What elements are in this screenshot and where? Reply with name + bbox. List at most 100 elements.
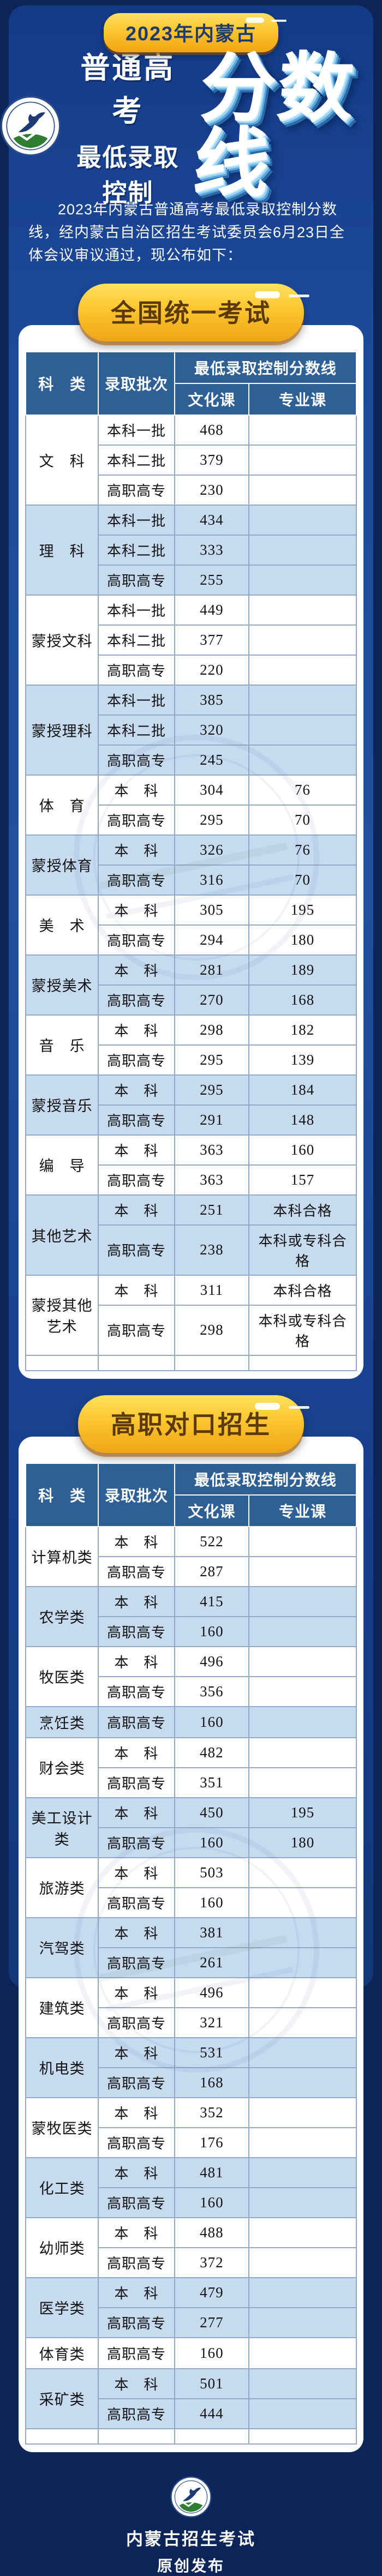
score-table-panel: 科 类录取批次 最低录取控制分数线 文化课 专业课文 科本科一批 468 本科二批 379 高… bbox=[19, 325, 363, 1379]
major-score-cell: 本科合格 bbox=[248, 1274, 357, 1306]
title-block: 普通高考 最低录取控制 分数线 bbox=[0, 46, 382, 207]
table-row: 编 导本 科 363 160 bbox=[25, 1134, 357, 1196]
culture-score-cell: 287 bbox=[174, 1556, 250, 1587]
major-score-cell bbox=[248, 1706, 357, 1738]
category-cell: 其他艺术 bbox=[25, 1194, 99, 1276]
badge-gloss-highlight bbox=[246, 17, 265, 23]
culture-score-cell: 496 bbox=[174, 1646, 250, 1677]
culture-score-cell: 363 bbox=[174, 1164, 250, 1196]
score-table: 科 类录取批次 最低录取控制分数线 文化课 专业课文 科本科一批 468 本科二批 379 高… bbox=[25, 351, 357, 1371]
batch-cell: 本 科 bbox=[98, 1857, 175, 1888]
major-score-cell bbox=[248, 1616, 357, 1647]
major-score-cell bbox=[248, 2007, 357, 2038]
batch-cell: 本 科 bbox=[98, 1014, 175, 1046]
table-row: 计算机类本 科 522 bbox=[25, 1526, 357, 1587]
empty-cell bbox=[174, 2428, 250, 2445]
category-cell: 音 乐 bbox=[25, 1014, 99, 1076]
batch-cell: 高职高专 bbox=[98, 474, 175, 506]
major-score-cell: 180 bbox=[248, 924, 357, 956]
batch-cell: 本科一批 bbox=[98, 504, 175, 536]
batch-cell: 高职高专 bbox=[98, 654, 175, 686]
major-score-cell bbox=[248, 2187, 357, 2218]
culture-score-cell: 481 bbox=[174, 2157, 250, 2188]
batch-cell: 本 科 bbox=[98, 2368, 175, 2399]
major-score-cell bbox=[248, 654, 357, 686]
major-score-cell: 76 bbox=[248, 774, 357, 806]
exam-authority-logo-icon bbox=[0, 95, 61, 157]
table-row: 理 科本科一批 434 bbox=[25, 504, 357, 596]
batch-cell: 高职高专 bbox=[98, 1706, 175, 1738]
culture-score-cell: 281 bbox=[174, 954, 250, 986]
year-region-badge: 2023年内蒙古 bbox=[103, 13, 279, 52]
score-table: 科 类录取批次 最低录取控制分数线 文化课 专业课 计算机类本 科 522 高职高专 287 农… bbox=[25, 1462, 357, 2445]
footer-original-release: 原创发布 bbox=[157, 2557, 225, 2574]
category-cell: 蒙牧医类 bbox=[25, 2097, 99, 2158]
header-batch: 录取批次 bbox=[98, 351, 175, 416]
culture-score-cell: 379 bbox=[174, 444, 250, 476]
major-score-cell bbox=[248, 684, 357, 716]
header-category: 科 类 bbox=[25, 1462, 99, 1527]
major-score-cell bbox=[248, 2398, 357, 2429]
table-row: 机电类本 科 531 bbox=[25, 2037, 357, 2098]
batch-cell: 高职高专 bbox=[98, 984, 175, 1016]
culture-score-cell: 522 bbox=[174, 1526, 250, 1557]
category-cell: 汽驾类 bbox=[25, 1917, 99, 1978]
table-row: 高职高专 295 70 bbox=[26, 804, 357, 836]
batch-cell: 高职高专 bbox=[98, 2398, 175, 2429]
table-row: 高职高专 261 bbox=[26, 1947, 357, 1978]
category-cell: 医学类 bbox=[25, 2277, 99, 2338]
header-major-course: 专业课 bbox=[248, 382, 357, 416]
batch-cell: 本 科 bbox=[98, 954, 175, 986]
batch-cell: 本 科 bbox=[98, 2157, 175, 2188]
batch-cell: 高职高专 bbox=[98, 744, 175, 776]
table-row: 高职高专 220 bbox=[26, 654, 357, 686]
culture-score-cell: 295 bbox=[174, 1044, 250, 1076]
table-row: 高职高专 245 bbox=[26, 744, 357, 776]
table-row: 蒙牧医类本 科 352 bbox=[25, 2097, 357, 2158]
culture-score-cell: 160 bbox=[174, 2337, 250, 2369]
major-score-cell: 180 bbox=[248, 1827, 357, 1858]
empty-tail-row bbox=[25, 2428, 357, 2445]
category-cell: 幼师类 bbox=[25, 2217, 99, 2278]
culture-score-cell: 220 bbox=[174, 654, 250, 686]
major-score-cell: 本科或专科合格 bbox=[248, 1224, 357, 1276]
table-row: 蒙授文科 本科一批 449 bbox=[25, 594, 357, 686]
category-cell: 采矿类 bbox=[25, 2368, 99, 2429]
category-cell: 蒙授文科 bbox=[25, 594, 99, 686]
batch-cell: 高职高专 bbox=[98, 1164, 175, 1196]
culture-score-cell: 295 bbox=[174, 804, 250, 836]
score-table-panel: 科 类录取批次 最低录取控制分数线 文化课 专业课 计算机类本 科 522 高职高专 287 农… bbox=[19, 1436, 363, 2452]
major-score-cell: 本科或专科合格 bbox=[248, 1304, 357, 1356]
culture-score-cell: 168 bbox=[174, 2067, 250, 2098]
culture-score-cell: 501 bbox=[174, 2368, 250, 2399]
major-score-cell bbox=[248, 1586, 357, 1617]
sections-container: 全国统一考试科 类录取批次 最低录取控制分数线 文化课 专业课文 科本科一批 468 本科… bbox=[0, 283, 382, 2452]
batch-cell: 本 科 bbox=[98, 1797, 175, 1828]
culture-score-cell: 496 bbox=[174, 1977, 250, 2008]
culture-score-cell: 294 bbox=[174, 924, 250, 956]
culture-score-cell: 434 bbox=[174, 504, 250, 536]
batch-cell: 本 科 bbox=[98, 2277, 175, 2308]
title-lines: 普通高考 最低录取控制 bbox=[67, 44, 189, 208]
header-batch: 录取批次 bbox=[98, 1462, 175, 1527]
major-score-cell bbox=[248, 1676, 357, 1707]
batch-cell: 本 科 bbox=[98, 2037, 175, 2068]
major-score-cell bbox=[248, 2157, 357, 2188]
header-major-course: 专业课 bbox=[248, 1494, 357, 1527]
culture-score-cell: 277 bbox=[174, 2307, 250, 2338]
batch-cell: 高职高专 bbox=[98, 2187, 175, 2218]
banner-gloss-highlight bbox=[255, 291, 280, 298]
major-score-cell bbox=[248, 534, 357, 566]
major-score-cell bbox=[248, 2337, 357, 2369]
batch-cell: 本 科 bbox=[98, 1646, 175, 1677]
category-cell: 农学类 bbox=[25, 1586, 99, 1647]
major-score-cell bbox=[248, 1857, 357, 1888]
culture-score-cell: 363 bbox=[174, 1134, 250, 1166]
empty-cell bbox=[98, 1354, 175, 1371]
culture-score-cell: 531 bbox=[174, 2037, 250, 2068]
culture-score-cell: 251 bbox=[174, 1194, 250, 1226]
batch-cell: 本 科 bbox=[98, 1977, 175, 2008]
header-category: 科 类 bbox=[25, 351, 99, 416]
batch-cell: 本 科 bbox=[98, 1194, 175, 1226]
batch-cell: 高职高专 bbox=[98, 1676, 175, 1707]
